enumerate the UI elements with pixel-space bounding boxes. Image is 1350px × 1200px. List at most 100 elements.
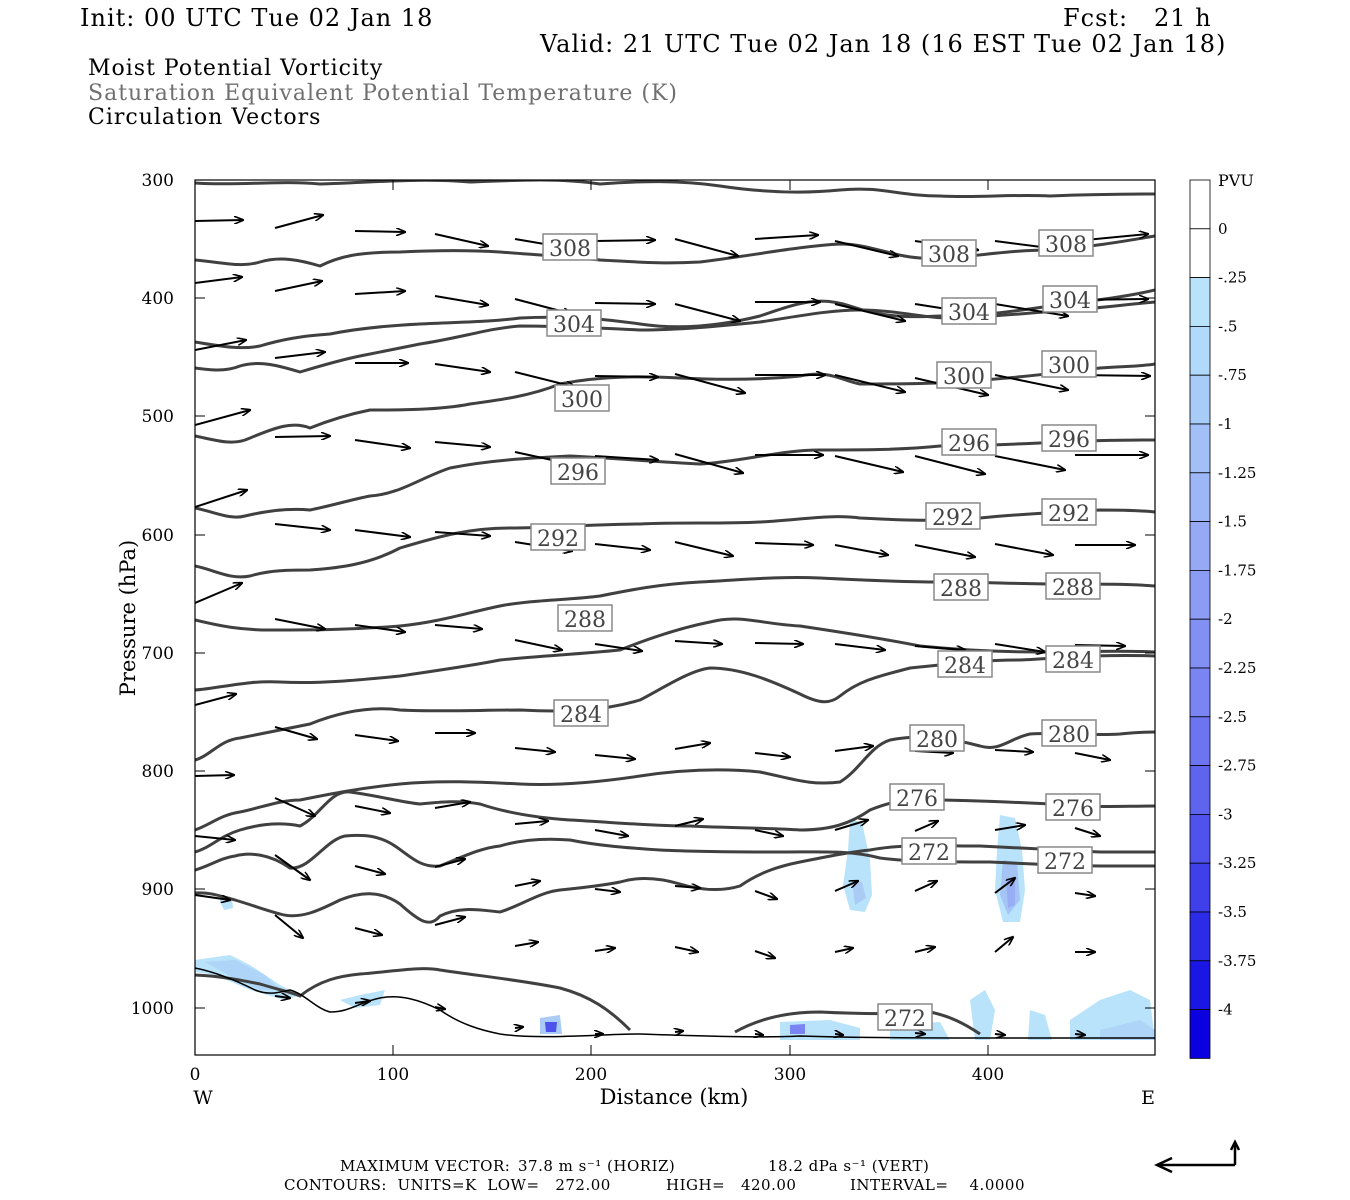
field-title-vectors: Circulation Vectors xyxy=(88,105,322,130)
terrain-line xyxy=(195,967,1155,1039)
contour-label: 292 xyxy=(1041,498,1097,527)
colorbar-swatch xyxy=(1189,765,1211,815)
svg-text:272: 272 xyxy=(1044,850,1086,875)
colorbar-label: -.5 xyxy=(1218,317,1237,335)
colorbar-swatch xyxy=(1189,814,1211,864)
contour-label: 300 xyxy=(1041,350,1097,379)
colorbar-swatch xyxy=(1189,716,1211,766)
pv-colorbar: 0 -.25 -.5 -.75 -1 -1.25 -1.5 -1.75 -2 -2.25 -2.5 -… xyxy=(1189,179,1256,1059)
x-axis-label: Distance (km) xyxy=(600,1085,749,1109)
y-tick-label: 400 xyxy=(142,289,174,309)
colorbar-title: PVU xyxy=(1218,171,1254,190)
forecast-hour: Fcst: 21 h xyxy=(1063,4,1212,32)
colorbar-swatch xyxy=(1189,472,1211,522)
colorbar-swatch xyxy=(1189,570,1211,620)
svg-text:308: 308 xyxy=(1045,233,1087,258)
contour-label: 300 xyxy=(936,361,992,390)
init-time: Init: 00 UTC Tue 02 Jan 18 xyxy=(80,4,434,32)
svg-text:276: 276 xyxy=(896,787,938,812)
contour-label: 280 xyxy=(909,724,965,753)
contour-label: 304 xyxy=(941,297,997,326)
contours-high: HIGH= 420.00 xyxy=(666,1176,797,1194)
svg-text:304: 304 xyxy=(553,313,595,338)
colorbar-label: -1.75 xyxy=(1218,561,1256,579)
colorbar-label: -.75 xyxy=(1218,366,1247,384)
y-tick-label: 500 xyxy=(142,407,174,427)
svg-text:304: 304 xyxy=(1049,289,1091,314)
svg-text:284: 284 xyxy=(1052,649,1094,674)
colorbar-label: -1 xyxy=(1218,415,1233,433)
x-tick-label: 200 xyxy=(575,1065,607,1085)
max-vector-label: MAXIMUM VECTOR: xyxy=(340,1157,511,1175)
contour-label: 292 xyxy=(530,523,586,552)
colorbar-swatch xyxy=(1189,228,1211,279)
svg-text:292: 292 xyxy=(932,506,974,531)
svg-text:288: 288 xyxy=(1052,576,1094,601)
axis-ticks xyxy=(194,179,1155,1055)
contour-label: 288 xyxy=(1045,572,1101,601)
svg-text:288: 288 xyxy=(564,608,606,633)
y-tick-label: 1000 xyxy=(131,999,174,1019)
max-vector-horiz: 37.8 m s⁻¹ (HORIZ) xyxy=(518,1157,676,1175)
colorbar-label: -2.25 xyxy=(1218,659,1256,677)
svg-text:300: 300 xyxy=(943,365,985,390)
pv-shading xyxy=(195,815,1155,1040)
field-title-mpv: Moist Potential Vorticity xyxy=(88,56,384,81)
colorbar-swatch xyxy=(1189,277,1211,327)
contour-label: 284 xyxy=(553,699,609,728)
contour-label: 276 xyxy=(889,783,945,812)
contour-label: 308 xyxy=(542,233,598,262)
colorbar-swatch xyxy=(1189,521,1211,571)
colorbar-label: -2 xyxy=(1218,610,1233,628)
contour-label: 272 xyxy=(901,837,957,866)
contour-label: 284 xyxy=(937,650,993,679)
contour-labels: 308 308 308 304 304 304 300 300 300 296 … xyxy=(530,229,1101,1032)
svg-text:280: 280 xyxy=(1048,723,1090,748)
svg-text:284: 284 xyxy=(560,703,602,728)
colorbar-label: -3 xyxy=(1218,805,1233,823)
contour-label: 292 xyxy=(925,502,981,531)
x-tick-label: 300 xyxy=(774,1065,806,1085)
svg-text:300: 300 xyxy=(561,388,603,413)
reference-vector-icon xyxy=(1154,1139,1241,1174)
contour-label: 296 xyxy=(550,457,606,486)
contour-label: 280 xyxy=(1041,719,1097,748)
contour-label: 296 xyxy=(1041,424,1097,453)
y-tick-label: 800 xyxy=(142,762,174,782)
svg-text:292: 292 xyxy=(1048,502,1090,527)
svg-text:308: 308 xyxy=(928,243,970,268)
y-tick-label: 600 xyxy=(142,526,174,546)
contour-label: 304 xyxy=(546,309,602,338)
circulation-vectors xyxy=(195,215,1150,1035)
x-tick-label: 400 xyxy=(972,1065,1004,1085)
contour-label: 296 xyxy=(941,428,997,457)
svg-text:296: 296 xyxy=(948,432,990,457)
svg-text:300: 300 xyxy=(1048,354,1090,379)
svg-text:296: 296 xyxy=(1048,428,1090,453)
x-tick-label: 100 xyxy=(377,1065,409,1085)
colorbar-label: 0 xyxy=(1218,220,1228,238)
colorbar-label: -3.25 xyxy=(1218,854,1256,872)
contour-label: 272 xyxy=(1037,846,1093,875)
y-tick-label: 700 xyxy=(142,644,174,664)
contour-label: 276 xyxy=(1045,793,1101,822)
svg-text:296: 296 xyxy=(557,461,599,486)
colorbar-label: -2.5 xyxy=(1218,708,1247,726)
colorbar-swatch xyxy=(1189,325,1211,376)
contour-label: 288 xyxy=(557,604,613,633)
plot-frame xyxy=(194,179,1156,1056)
west-label: W xyxy=(193,1087,213,1109)
y-axis-label: Pressure (hPa) xyxy=(116,540,140,696)
y-tick-label: 300 xyxy=(142,171,174,191)
svg-text:304: 304 xyxy=(948,301,990,326)
valid-time: Valid: 21 UTC Tue 02 Jan 18 (16 EST Tue … xyxy=(540,30,1227,58)
svg-text:284: 284 xyxy=(944,654,986,679)
contour-label: 300 xyxy=(554,384,610,413)
contour-label: 284 xyxy=(1045,645,1101,674)
contours-interval: INTERVAL= 4.0000 xyxy=(850,1176,1025,1194)
svg-text:272: 272 xyxy=(908,841,950,866)
colorbar-swatch xyxy=(1189,862,1211,913)
colorbar-label: -.25 xyxy=(1218,269,1247,287)
colorbar-swatch xyxy=(1189,667,1211,718)
